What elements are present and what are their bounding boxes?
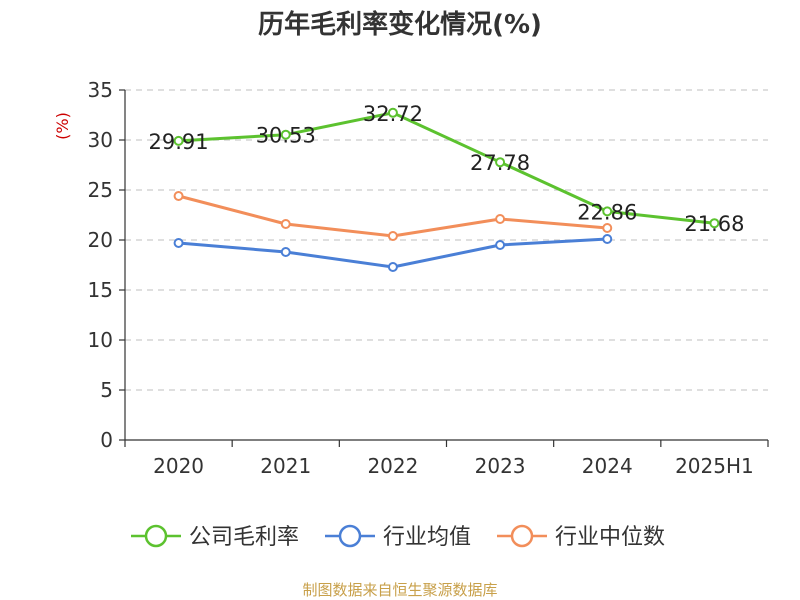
- data-source-note: 制图数据来自恒生聚源数据库: [302, 581, 497, 599]
- data-point: [387, 231, 398, 241]
- data-point: [602, 234, 613, 244]
- legend-label: 行业均值: [383, 525, 471, 550]
- data-point: [280, 247, 291, 257]
- y-tick-label: 20: [88, 228, 113, 252]
- y-axis-label: (%): [53, 112, 72, 140]
- data-point: [173, 238, 184, 248]
- data-label: 27.78: [470, 151, 530, 175]
- data-point: [387, 107, 398, 118]
- y-tick-label: 30: [88, 128, 113, 152]
- legend-marker: [338, 524, 362, 548]
- data-label: 22.86: [577, 200, 637, 224]
- x-tick-label: 2024: [582, 454, 633, 478]
- data-point: [602, 223, 613, 233]
- data-point: [495, 214, 506, 224]
- data-point: [495, 157, 506, 168]
- data-point: [280, 129, 291, 140]
- series-line: [178, 111, 715, 225]
- y-tick-label: 10: [88, 328, 113, 352]
- data-point: [602, 206, 613, 217]
- x-tick-label: 2022: [367, 454, 418, 478]
- y-tick-label: 35: [88, 78, 113, 102]
- data-label: 29.91: [149, 130, 209, 154]
- legend-marker: [510, 524, 534, 548]
- y-tick-label: 0: [100, 428, 113, 452]
- data-point: [173, 191, 184, 201]
- legend: 公司毛利率 行业均值 行业中位数: [131, 524, 665, 550]
- series-group: 29.91 30.53 32.72 27.78 22.86 21.68: [149, 102, 744, 272]
- y-tick-label: 5: [100, 378, 113, 402]
- legend-marker: [144, 524, 168, 548]
- x-tick-label: 2020: [153, 454, 204, 478]
- data-point: [709, 218, 720, 229]
- data-point: [173, 135, 184, 146]
- y-tick-label: 15: [88, 278, 113, 302]
- legend-label: 行业中位数: [555, 525, 665, 550]
- data-point: [280, 219, 291, 229]
- x-tick-label: 2021: [260, 454, 311, 478]
- data-point: [495, 240, 506, 250]
- data-point: [387, 262, 398, 272]
- y-tick-label: 25: [88, 178, 113, 202]
- series-line: [178, 194, 608, 238]
- chart-title: 历年毛利率变化情况(%): [258, 9, 542, 40]
- x-tick-label: 2023: [475, 454, 526, 478]
- legend-label: 公司毛利率: [189, 525, 299, 550]
- gridlines: [125, 89, 768, 391]
- axes: 0 5 10 15 20 25 30 35 2020 2021 2022 2023 2024 2025H1: [88, 78, 769, 478]
- data-label: 21.68: [684, 212, 744, 236]
- data-label: 30.53: [256, 124, 316, 148]
- data-label: 32.72: [363, 102, 423, 126]
- x-tick-label: 2025H1: [675, 454, 754, 478]
